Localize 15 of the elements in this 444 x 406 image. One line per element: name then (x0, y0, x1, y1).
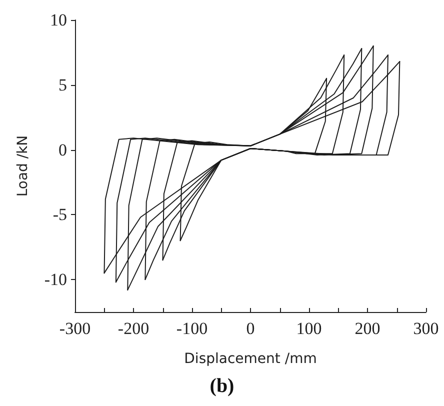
y-tick-label: 0 (58, 140, 67, 160)
x-tick-label: 100 (296, 319, 322, 338)
x-tick-label: -100 (176, 319, 208, 338)
y-tick-label: 5 (58, 75, 67, 94)
x-tick-label: -300 (59, 319, 91, 338)
text: (b) (210, 375, 234, 397)
y-tick-label: -5 (52, 205, 67, 224)
y-axis-title: Load /kN (15, 135, 31, 197)
x-tick-label: 300 (413, 319, 439, 338)
y-tick-label: -10 (44, 270, 67, 290)
x-tick-label: -200 (118, 319, 150, 338)
y-tick-label: 10 (50, 10, 67, 30)
x-axis-title: Displacement /mm (184, 351, 317, 367)
x-tick-label: 200 (354, 319, 380, 338)
x-tick-label: 0 (246, 319, 255, 338)
